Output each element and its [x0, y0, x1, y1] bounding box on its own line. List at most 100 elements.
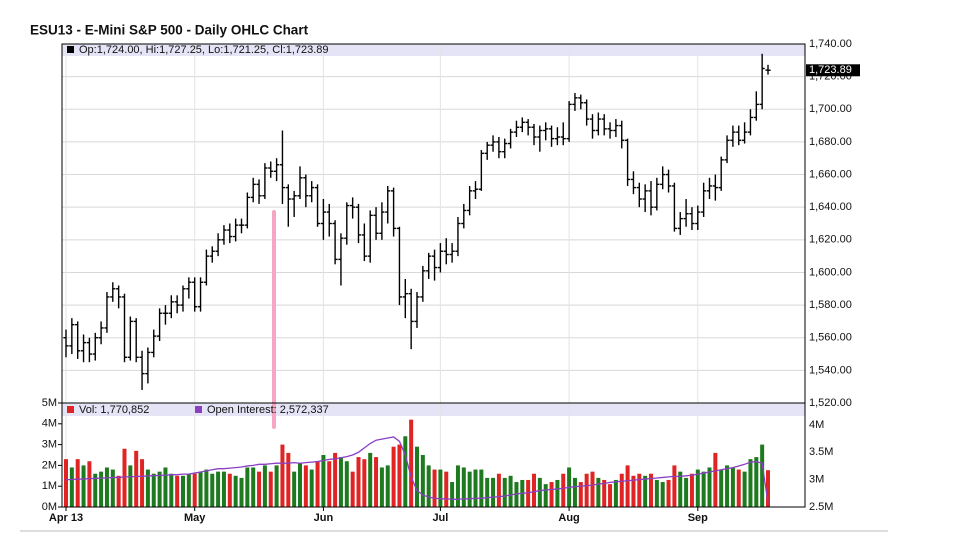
- volume-bar: [227, 473, 232, 507]
- y2-tick-label: 3M: [809, 474, 824, 486]
- volume-bar: [444, 471, 449, 507]
- volume-bar: [321, 455, 326, 507]
- volume-bar: [432, 469, 437, 507]
- volume-bar: [508, 475, 513, 507]
- last-price-tag: [806, 64, 860, 77]
- volume-bar: [134, 450, 139, 507]
- volume-bar: [239, 477, 244, 507]
- volume-bar: [695, 469, 700, 507]
- volume-bar: [221, 471, 226, 507]
- volume-bar: [461, 467, 466, 507]
- x-tick-label: Apr 13: [49, 512, 83, 524]
- volume-bar: [719, 469, 724, 507]
- y-tick-label: 3M: [42, 439, 57, 451]
- volume-bar: [736, 469, 741, 507]
- volume-bar: [175, 475, 180, 507]
- volume-bar: [491, 477, 496, 507]
- volume-bar: [748, 459, 753, 507]
- volume-bar: [315, 461, 320, 507]
- volume-bar: [438, 469, 443, 507]
- volume-bar: [181, 475, 185, 507]
- y-tick-label: 1,560.00: [809, 332, 852, 344]
- y-tick-label: 1,640.00: [809, 201, 852, 213]
- volume-bar: [532, 473, 536, 507]
- volume-bar: [666, 479, 671, 507]
- volume-bar: [186, 473, 191, 507]
- open-interest-line: [66, 436, 769, 504]
- volume-bar: [385, 465, 390, 507]
- volume-bar: [467, 471, 472, 507]
- volume-bar: [590, 471, 595, 507]
- volume-bar: [69, 467, 74, 507]
- volume-bar: [760, 444, 765, 507]
- chart-title: ESU13 - E-Mini S&P 500 - Daily OHLC Char…: [30, 23, 309, 38]
- volume-bar: [420, 455, 425, 507]
- volume-bar: [701, 471, 706, 507]
- volume-bar: [426, 465, 431, 507]
- volume-bar: [403, 436, 408, 507]
- volume-bar: [496, 473, 501, 507]
- volume-bar: [578, 482, 583, 507]
- volume-bar: [344, 461, 349, 507]
- volume-bar: [303, 465, 308, 507]
- x-tick-label: Jul: [432, 512, 448, 524]
- volume-bar: [64, 459, 68, 507]
- y-tick-label: 1,520.00: [809, 397, 852, 409]
- marks: [63, 53, 771, 507]
- y-tick-label: 1,740.00: [809, 38, 852, 50]
- volume-bar: [409, 419, 414, 507]
- y-tick-label: 5M: [42, 397, 57, 409]
- volume-bar: [596, 477, 601, 507]
- volume-bar: [210, 473, 215, 507]
- y2-tick-label: 4M: [809, 419, 824, 431]
- volume-bar: [537, 477, 542, 507]
- volume-bar: [122, 448, 127, 507]
- volume-bar: [374, 457, 379, 507]
- volume-bar: [549, 482, 554, 507]
- volume-bar: [309, 469, 314, 507]
- frames: [61, 43, 806, 508]
- volume-bar: [608, 484, 613, 507]
- volume-bar: [572, 477, 577, 507]
- volume-bar: [274, 465, 279, 507]
- volume-bar: [93, 473, 98, 507]
- volume-bar: [485, 477, 490, 507]
- volume-bar: [526, 479, 531, 507]
- y-tick-label: 1,700.00: [809, 103, 852, 115]
- volume-bar: [689, 473, 694, 507]
- volume-bar: [619, 473, 624, 507]
- volume-bar: [145, 469, 150, 507]
- volume-bar: [754, 457, 759, 507]
- volume-bar: [87, 461, 92, 507]
- volume-bar: [450, 482, 455, 507]
- volume-bar: [397, 444, 402, 507]
- volume-bar: [631, 475, 636, 507]
- volume-bar: [262, 465, 267, 507]
- y-tick-label: 1,680.00: [809, 136, 852, 148]
- volume-bar: [479, 469, 484, 507]
- ohlc-legend: Op:1,724.00, Hi:1,727.25, Lo:1,721.25, C…: [79, 44, 329, 56]
- volume-bar: [327, 461, 332, 507]
- volume-bar: [251, 467, 256, 507]
- x-tick-label: Jun: [314, 512, 334, 524]
- volume-bar: [110, 469, 115, 507]
- volume-bar: [725, 465, 730, 507]
- y-tick-label: 2M: [42, 459, 57, 471]
- volume-bar: [555, 479, 560, 507]
- volume-bar: [362, 459, 367, 507]
- y-tick-label: 4M: [42, 418, 57, 430]
- legend-label: Vol: 1,770,852: [79, 404, 149, 416]
- volume-bar: [75, 459, 80, 507]
- volume-bar: [684, 477, 689, 507]
- panel-backgrounds: [62, 44, 805, 507]
- last-price-label: 1,723.89: [809, 64, 852, 76]
- volume-bar: [204, 469, 209, 507]
- y-tick-label: 1M: [42, 480, 57, 492]
- volume-bar: [163, 467, 168, 507]
- volume-bar: [157, 471, 162, 507]
- volume-bar: [561, 473, 566, 507]
- volume-frame: [61, 402, 806, 508]
- volume-bar: [643, 475, 648, 507]
